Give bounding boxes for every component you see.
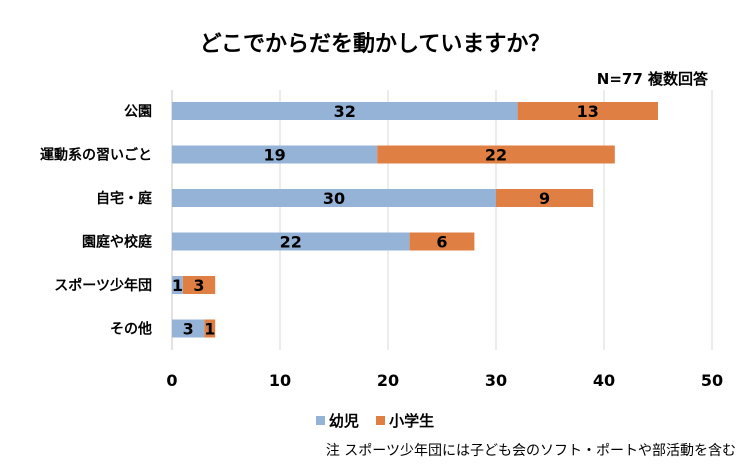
legend-swatch [376, 416, 386, 425]
bar-segment [172, 145, 378, 164]
footnote: 注 スポーツ少年団には子ども会のソフト・ポートや部活動を含む [325, 443, 736, 459]
data-label: 22 [280, 233, 302, 252]
bar-segment [172, 276, 183, 294]
data-label: 22 [485, 146, 507, 165]
bar-segment [172, 189, 496, 207]
x-tick-label: 10 [269, 371, 291, 390]
legend-label: 幼児 [328, 412, 359, 430]
category-label: スポーツ少年団 [54, 277, 152, 294]
data-label: 9 [539, 189, 550, 208]
legend-swatch [315, 416, 325, 425]
bar-segment [409, 232, 475, 251]
legend-label: 小学生 [389, 412, 435, 430]
x-tick-label: 50 [701, 371, 723, 390]
data-label: 13 [577, 102, 599, 121]
bar-segment [204, 319, 216, 338]
category-label: 自宅・庭 [96, 190, 153, 207]
bar-segment [377, 145, 615, 164]
data-label: 1 [172, 276, 183, 295]
legend: 幼児 小学生 [0, 410, 750, 431]
bar-segment [172, 232, 410, 251]
sample-note: N=77 複数回答 [596, 70, 708, 88]
x-tick-label: 30 [485, 371, 507, 390]
data-label: 6 [436, 233, 447, 252]
bar-segment [172, 102, 518, 120]
category-label: その他 [110, 321, 152, 338]
category-label: 園庭や校庭 [82, 234, 153, 251]
legend-item-0: 幼児 [315, 410, 359, 431]
category-label: 公園 [124, 104, 152, 120]
x-tick-label: 40 [593, 371, 615, 390]
chart-title: どこでからだを動かしていますか？ [199, 32, 551, 57]
data-label: 30 [323, 189, 345, 208]
category-label: 運動系の習いごと [40, 147, 152, 164]
data-label: 1 [204, 320, 215, 339]
x-tick-label: 20 [377, 371, 399, 390]
data-label: 3 [193, 276, 204, 295]
data-label: 32 [334, 102, 356, 121]
bar-segment [496, 189, 594, 207]
bar-segment [172, 319, 205, 338]
legend-item-1: 小学生 [376, 410, 434, 431]
data-label: 19 [263, 146, 285, 165]
bar-segment [517, 102, 658, 120]
x-tick-label: 0 [166, 371, 177, 390]
data-label: 3 [183, 320, 194, 339]
bar-segment [182, 276, 216, 294]
